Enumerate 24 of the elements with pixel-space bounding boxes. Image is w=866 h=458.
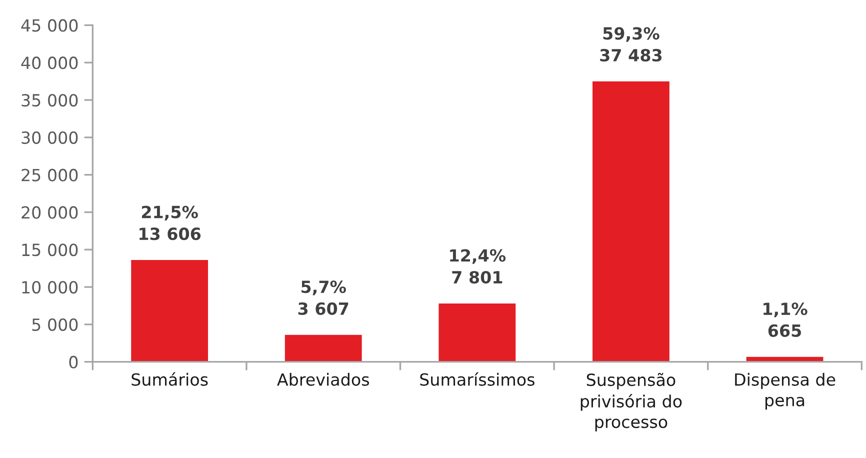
y-tick-label: 40 000: [21, 56, 78, 70]
x-tick-label: Abreviados: [277, 372, 369, 386]
bar: [438, 303, 516, 362]
y-tick-label: 25 000: [22, 168, 78, 182]
x-tick-label: Suspensão privisória do processo: [580, 372, 682, 432]
x-tick-label: Sumaríssimos: [420, 372, 534, 386]
y-tick-label: 5 000: [32, 318, 78, 331]
x-tick-label: Dispensa de pena: [735, 372, 836, 410]
y-tick-label: 10 000: [22, 280, 78, 294]
y-tick-label: 15 000: [22, 244, 78, 256]
bar: [284, 334, 362, 362]
data-label: 21,5% 13 606: [140, 206, 201, 240]
data-label: 59,3% 37 483: [600, 27, 662, 62]
data-label: 1,1% 665: [764, 302, 808, 337]
y-tick-label: 45 000: [21, 19, 78, 32]
data-label: 12,4% 7 801: [450, 249, 506, 284]
data-label: 5,7% 3 607: [298, 280, 348, 315]
bar: [131, 260, 208, 362]
y-tick-label: 0: [69, 356, 78, 368]
y-tick-label: 30 000: [22, 131, 78, 144]
y-tick-label: 20 000: [22, 206, 78, 219]
x-tick-label: Sumários: [132, 372, 208, 386]
y-tick-label: 35 000: [22, 94, 78, 107]
bar: [592, 81, 670, 362]
